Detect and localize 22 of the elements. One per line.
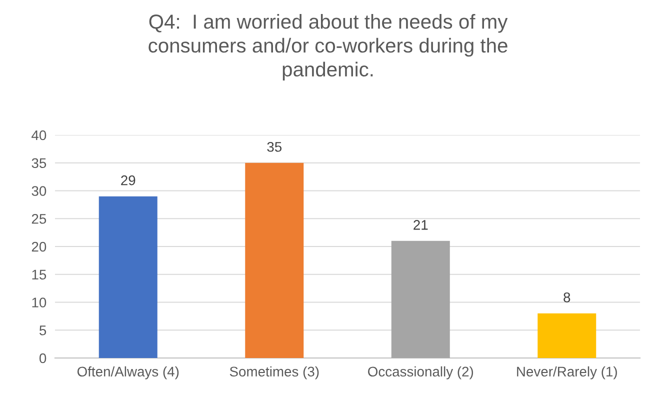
data-label: 35 — [267, 142, 282, 152]
y-tick-label: 30 — [32, 186, 46, 196]
x-tick-label: Never/Rarely (1) — [517, 366, 617, 380]
y-tick-label: 35 — [32, 158, 46, 168]
data-label: 29 — [121, 175, 136, 186]
x-tick-label: Often/Always (4) — [77, 366, 179, 380]
y-tick-label: 0 — [39, 353, 46, 364]
data-label: 8 — [564, 292, 570, 302]
y-tick-label: 5 — [40, 326, 46, 336]
y-tick-label: 20 — [32, 242, 46, 252]
y-tick-label: 25 — [32, 214, 46, 224]
y-tick-label: 40 — [32, 130, 46, 140]
data-label: 21 — [414, 220, 428, 230]
y-tick-label: 15 — [32, 270, 46, 280]
bar — [98, 196, 158, 358]
x-tick-label: Sometimes (3) — [230, 366, 319, 380]
bar — [391, 240, 450, 358]
chart-title: Q4: I am worried about the needs of my consumers and/or co-workers during the pandemic. — [148, 14, 508, 81]
y-tick-label: 10 — [32, 298, 46, 308]
bar — [538, 313, 596, 358]
x-tick-label: Occassionally (2) — [368, 366, 474, 380]
bar — [245, 162, 304, 358]
